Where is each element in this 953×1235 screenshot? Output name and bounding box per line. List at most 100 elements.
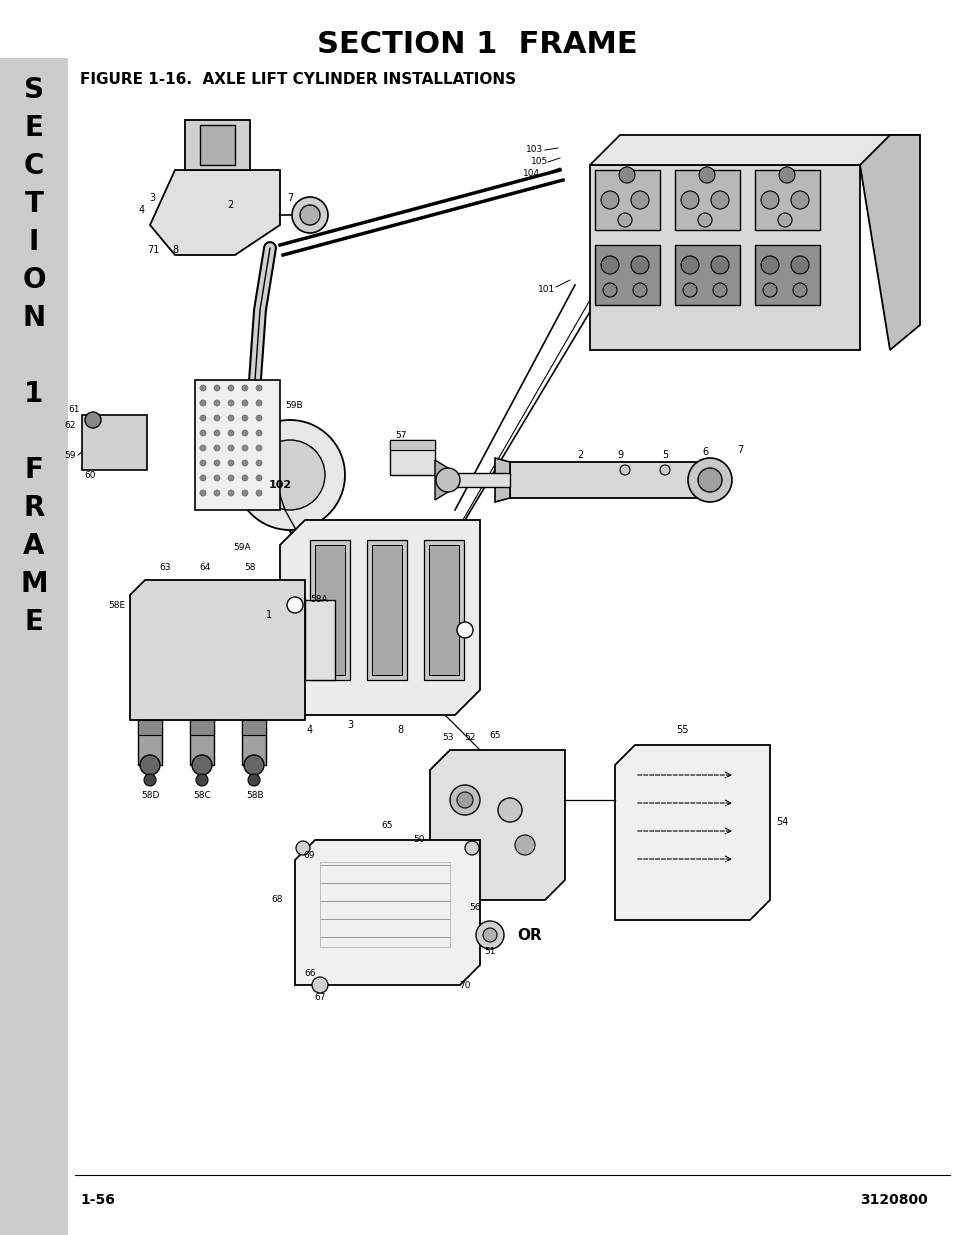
Circle shape <box>242 415 248 421</box>
Bar <box>0 58 68 1235</box>
Bar <box>314 545 345 676</box>
Circle shape <box>200 430 206 436</box>
Text: 65: 65 <box>489 730 500 740</box>
Circle shape <box>213 445 220 451</box>
Polygon shape <box>430 750 564 900</box>
Circle shape <box>255 445 262 451</box>
Text: R: R <box>23 494 45 522</box>
Text: 71: 71 <box>148 245 160 254</box>
Text: FIGURE 1-16.  AXLE LIFT CYLINDER INSTALLATIONS: FIGURE 1-16. AXLE LIFT CYLINDER INSTALLA… <box>80 72 516 86</box>
Bar <box>200 125 234 165</box>
Bar <box>190 720 213 735</box>
Circle shape <box>242 475 248 480</box>
Circle shape <box>213 459 220 466</box>
Text: M: M <box>20 571 48 598</box>
Text: 4: 4 <box>139 205 145 215</box>
Text: 66: 66 <box>304 968 315 977</box>
Bar <box>595 170 659 230</box>
Polygon shape <box>589 165 859 350</box>
Text: 59A: 59A <box>233 543 251 552</box>
Text: 101: 101 <box>537 285 555 294</box>
Circle shape <box>295 841 310 855</box>
Bar <box>194 380 280 510</box>
Circle shape <box>600 191 618 209</box>
Bar <box>510 462 709 498</box>
Circle shape <box>213 475 220 480</box>
Text: 3: 3 <box>149 193 154 203</box>
Text: T: T <box>25 190 44 219</box>
Circle shape <box>698 212 711 227</box>
Circle shape <box>242 430 248 436</box>
Bar <box>429 545 458 676</box>
Polygon shape <box>495 458 510 501</box>
Circle shape <box>213 385 220 391</box>
Circle shape <box>464 841 478 855</box>
Text: 52: 52 <box>464 734 476 742</box>
Text: 8: 8 <box>172 245 178 254</box>
Circle shape <box>255 475 262 480</box>
Circle shape <box>760 191 779 209</box>
Text: 3120800: 3120800 <box>859 1193 926 1207</box>
Circle shape <box>144 774 156 785</box>
Text: 70: 70 <box>458 981 470 989</box>
Circle shape <box>618 212 631 227</box>
Circle shape <box>760 256 779 274</box>
Bar <box>675 245 740 305</box>
Text: F: F <box>25 456 44 484</box>
Circle shape <box>450 785 479 815</box>
Circle shape <box>213 415 220 421</box>
Circle shape <box>248 774 260 785</box>
Bar <box>450 473 510 487</box>
Circle shape <box>779 167 794 183</box>
Text: I: I <box>29 228 39 256</box>
Circle shape <box>497 798 521 823</box>
Circle shape <box>242 459 248 466</box>
Bar <box>242 720 266 735</box>
Circle shape <box>234 420 345 530</box>
Text: A: A <box>23 532 45 559</box>
Circle shape <box>762 283 776 296</box>
Text: 58: 58 <box>244 563 255 573</box>
Text: 7: 7 <box>287 193 293 203</box>
Polygon shape <box>130 580 305 720</box>
Text: 61: 61 <box>69 405 80 415</box>
Circle shape <box>213 430 220 436</box>
Circle shape <box>712 283 726 296</box>
Circle shape <box>619 466 629 475</box>
Circle shape <box>255 430 262 436</box>
Text: 59: 59 <box>65 451 76 459</box>
Circle shape <box>244 755 264 776</box>
Bar <box>185 120 250 170</box>
Circle shape <box>228 459 233 466</box>
Bar <box>82 415 147 471</box>
Circle shape <box>140 755 160 776</box>
Text: 3: 3 <box>347 720 353 730</box>
Circle shape <box>228 490 233 496</box>
Circle shape <box>699 167 714 183</box>
Circle shape <box>687 458 731 501</box>
Text: 54: 54 <box>775 818 787 827</box>
Circle shape <box>515 835 535 855</box>
Circle shape <box>633 283 646 296</box>
Text: 103: 103 <box>525 146 542 154</box>
Circle shape <box>680 191 699 209</box>
Text: E: E <box>25 114 44 142</box>
Circle shape <box>790 191 808 209</box>
Text: 64: 64 <box>199 563 211 573</box>
Text: 58C: 58C <box>193 790 211 799</box>
Circle shape <box>228 445 233 451</box>
Circle shape <box>287 597 303 613</box>
Circle shape <box>292 198 328 233</box>
Circle shape <box>213 400 220 406</box>
Bar <box>372 545 401 676</box>
Bar <box>754 245 820 305</box>
Circle shape <box>630 191 648 209</box>
Circle shape <box>618 167 635 183</box>
Text: 1: 1 <box>25 380 44 408</box>
Bar <box>190 720 213 764</box>
Circle shape <box>710 256 728 274</box>
Bar <box>754 170 820 230</box>
Text: 51: 51 <box>484 947 496 956</box>
Text: 58A: 58A <box>310 595 327 604</box>
Text: 2: 2 <box>227 200 233 210</box>
